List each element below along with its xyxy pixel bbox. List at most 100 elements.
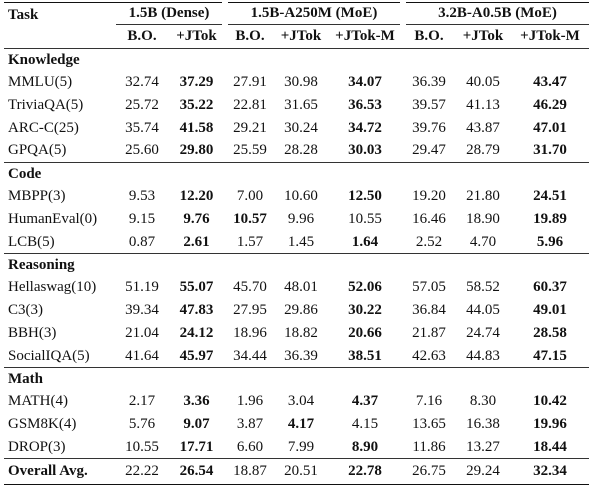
value-cell: 49.01 — [533, 302, 567, 319]
value-cell: 32.74 — [125, 74, 159, 91]
value-cell: 30.03 — [348, 142, 382, 159]
table-row: TriviaQA(5) 25.72 35.22 22.81 31.65 36.53 39.5… — [4, 94, 589, 117]
value-cell: 39.34 — [125, 302, 159, 319]
value-cell: 31.65 — [284, 96, 318, 113]
value-cell: 36.39 — [284, 347, 318, 364]
value-cell: 24.74 — [466, 324, 500, 341]
value-cell: 9.53 — [128, 188, 156, 205]
value-cell: 36.53 — [348, 96, 382, 113]
value-cell: 2.17 — [128, 393, 156, 410]
table-row: GPQA(5) 25.60 29.80 25.59 28.28 30.03 29.47 28.… — [4, 140, 589, 163]
task-cell: MMLU(5) — [8, 74, 73, 91]
value-cell: 35.22 — [179, 96, 214, 113]
value-cell: 42.63 — [412, 347, 446, 364]
value-cell: 35.74 — [125, 119, 159, 136]
section-row: Code — [4, 161, 589, 186]
value-cell: 18.82 — [284, 324, 318, 341]
value-cell: 19.96 — [533, 416, 567, 433]
value-cell: 26.54 — [168, 458, 225, 486]
value-cell: 34.44 — [233, 347, 267, 364]
task-cell: C3(3) — [8, 302, 43, 319]
value-cell: 47.15 — [533, 347, 567, 364]
value-cell: 4.70 — [469, 233, 497, 250]
value-cell: 16.38 — [466, 416, 500, 433]
value-cell: 7.00 — [236, 188, 264, 205]
task-cell: GPQA(5) — [8, 142, 67, 159]
section-row: Reasoning — [4, 253, 589, 277]
subcol-header: B.O. — [127, 28, 157, 44]
value-cell: 58.52 — [466, 279, 500, 296]
value-cell: 26.75 — [403, 458, 455, 486]
section-title: Math — [4, 367, 589, 391]
subcol-header: +JTok-M — [520, 28, 580, 44]
task-cell: LCB(5) — [8, 233, 55, 250]
table-row: ARC-C(25) 35.74 41.58 29.21 30.24 34.72 39.76 4… — [4, 117, 589, 140]
table-row: C3(3) 39.34 47.83 27.95 29.86 30.22 36.84 44.05… — [4, 299, 589, 322]
value-cell: 22.78 — [327, 458, 403, 486]
subcol-header: +JTok — [462, 28, 504, 44]
value-cell: 29.47 — [412, 142, 446, 159]
value-cell: 18.90 — [466, 210, 500, 227]
section-title: Reasoning — [4, 253, 589, 277]
value-cell: 18.96 — [233, 324, 267, 341]
section-title: Knowledge — [4, 48, 589, 72]
value-cell: 2.61 — [183, 233, 210, 250]
value-cell: 2.52 — [415, 233, 443, 250]
value-cell: 47.01 — [533, 119, 567, 136]
value-cell: 4.15 — [351, 416, 379, 433]
value-cell: 24.51 — [533, 188, 567, 205]
value-cell: 22.81 — [233, 96, 267, 113]
value-cell: 9.07 — [183, 416, 210, 433]
value-cell: 21.80 — [466, 188, 500, 205]
value-cell: 29.80 — [179, 142, 214, 159]
value-cell: 41.13 — [466, 96, 500, 113]
value-cell: 36.39 — [412, 74, 446, 91]
table-row: SocialIQA(5) 41.64 45.97 34.44 36.39 38.51 42.… — [4, 345, 589, 368]
value-cell: 29.86 — [284, 302, 318, 319]
table-row: MATH(4) 2.17 3.36 1.96 3.04 4.37 7.16 8.30 10.42 — [4, 390, 589, 413]
value-cell: 16.46 — [412, 210, 446, 227]
value-cell: 24.12 — [179, 324, 214, 341]
task-cell: SocialIQA(5) — [8, 347, 90, 364]
overall-row: Overall Avg. 22.22 26.54 18.87 20.51 22.78 26.… — [4, 458, 589, 486]
header-row-subcols: B.O. +JTok B.O. +JTok +JTok-M B.O. +JTok… — [4, 25, 589, 49]
value-cell: 20.51 — [275, 458, 327, 486]
value-cell: 7.99 — [287, 438, 315, 455]
value-cell: 52.06 — [348, 279, 382, 296]
value-cell: 32.34 — [511, 458, 589, 486]
value-cell: 28.58 — [533, 324, 567, 341]
value-cell: 5.76 — [128, 416, 156, 433]
value-cell: 34.72 — [348, 119, 382, 136]
value-cell: 25.72 — [125, 96, 159, 113]
group-header-moe-large: 3.2B-A0.5B (MoE) — [400, 2, 589, 25]
value-cell: 11.86 — [412, 438, 446, 455]
value-cell: 36.84 — [412, 302, 446, 319]
value-cell: 51.19 — [125, 279, 159, 296]
value-cell: 27.95 — [233, 302, 267, 319]
subcol-header: +JTok-M — [335, 28, 395, 44]
value-cell: 10.57 — [233, 210, 267, 227]
section-row: Knowledge — [4, 48, 589, 72]
value-cell: 3.87 — [236, 416, 264, 433]
value-cell: 29.21 — [233, 119, 267, 136]
value-cell: 28.28 — [284, 142, 318, 159]
task-cell: GSM8K(4) — [8, 416, 77, 433]
value-cell: 28.79 — [466, 142, 500, 159]
value-cell: 13.65 — [412, 416, 446, 433]
value-cell: 44.05 — [466, 302, 500, 319]
group-header-dense: 1.5B (Dense) — [116, 2, 225, 25]
value-cell: 38.51 — [348, 347, 382, 364]
value-cell: 12.50 — [348, 188, 382, 205]
table-row: BBH(3) 21.04 24.12 18.96 18.82 20.66 21.87 24.7… — [4, 322, 589, 345]
task-cell: DROP(3) — [8, 438, 66, 455]
value-cell: 10.60 — [284, 188, 318, 205]
task-cell: MBPP(3) — [8, 188, 66, 205]
task-cell: ARC-C(25) — [8, 119, 79, 136]
value-cell: 34.07 — [348, 74, 382, 91]
value-cell: 55.07 — [179, 279, 214, 296]
header-row-groups: Task 1.5B (Dense) 1.5B-A250M (MoE) 3.2B-… — [4, 2, 589, 49]
value-cell: 6.60 — [236, 438, 264, 455]
value-cell: 30.24 — [284, 119, 318, 136]
value-cell: 39.76 — [412, 119, 446, 136]
